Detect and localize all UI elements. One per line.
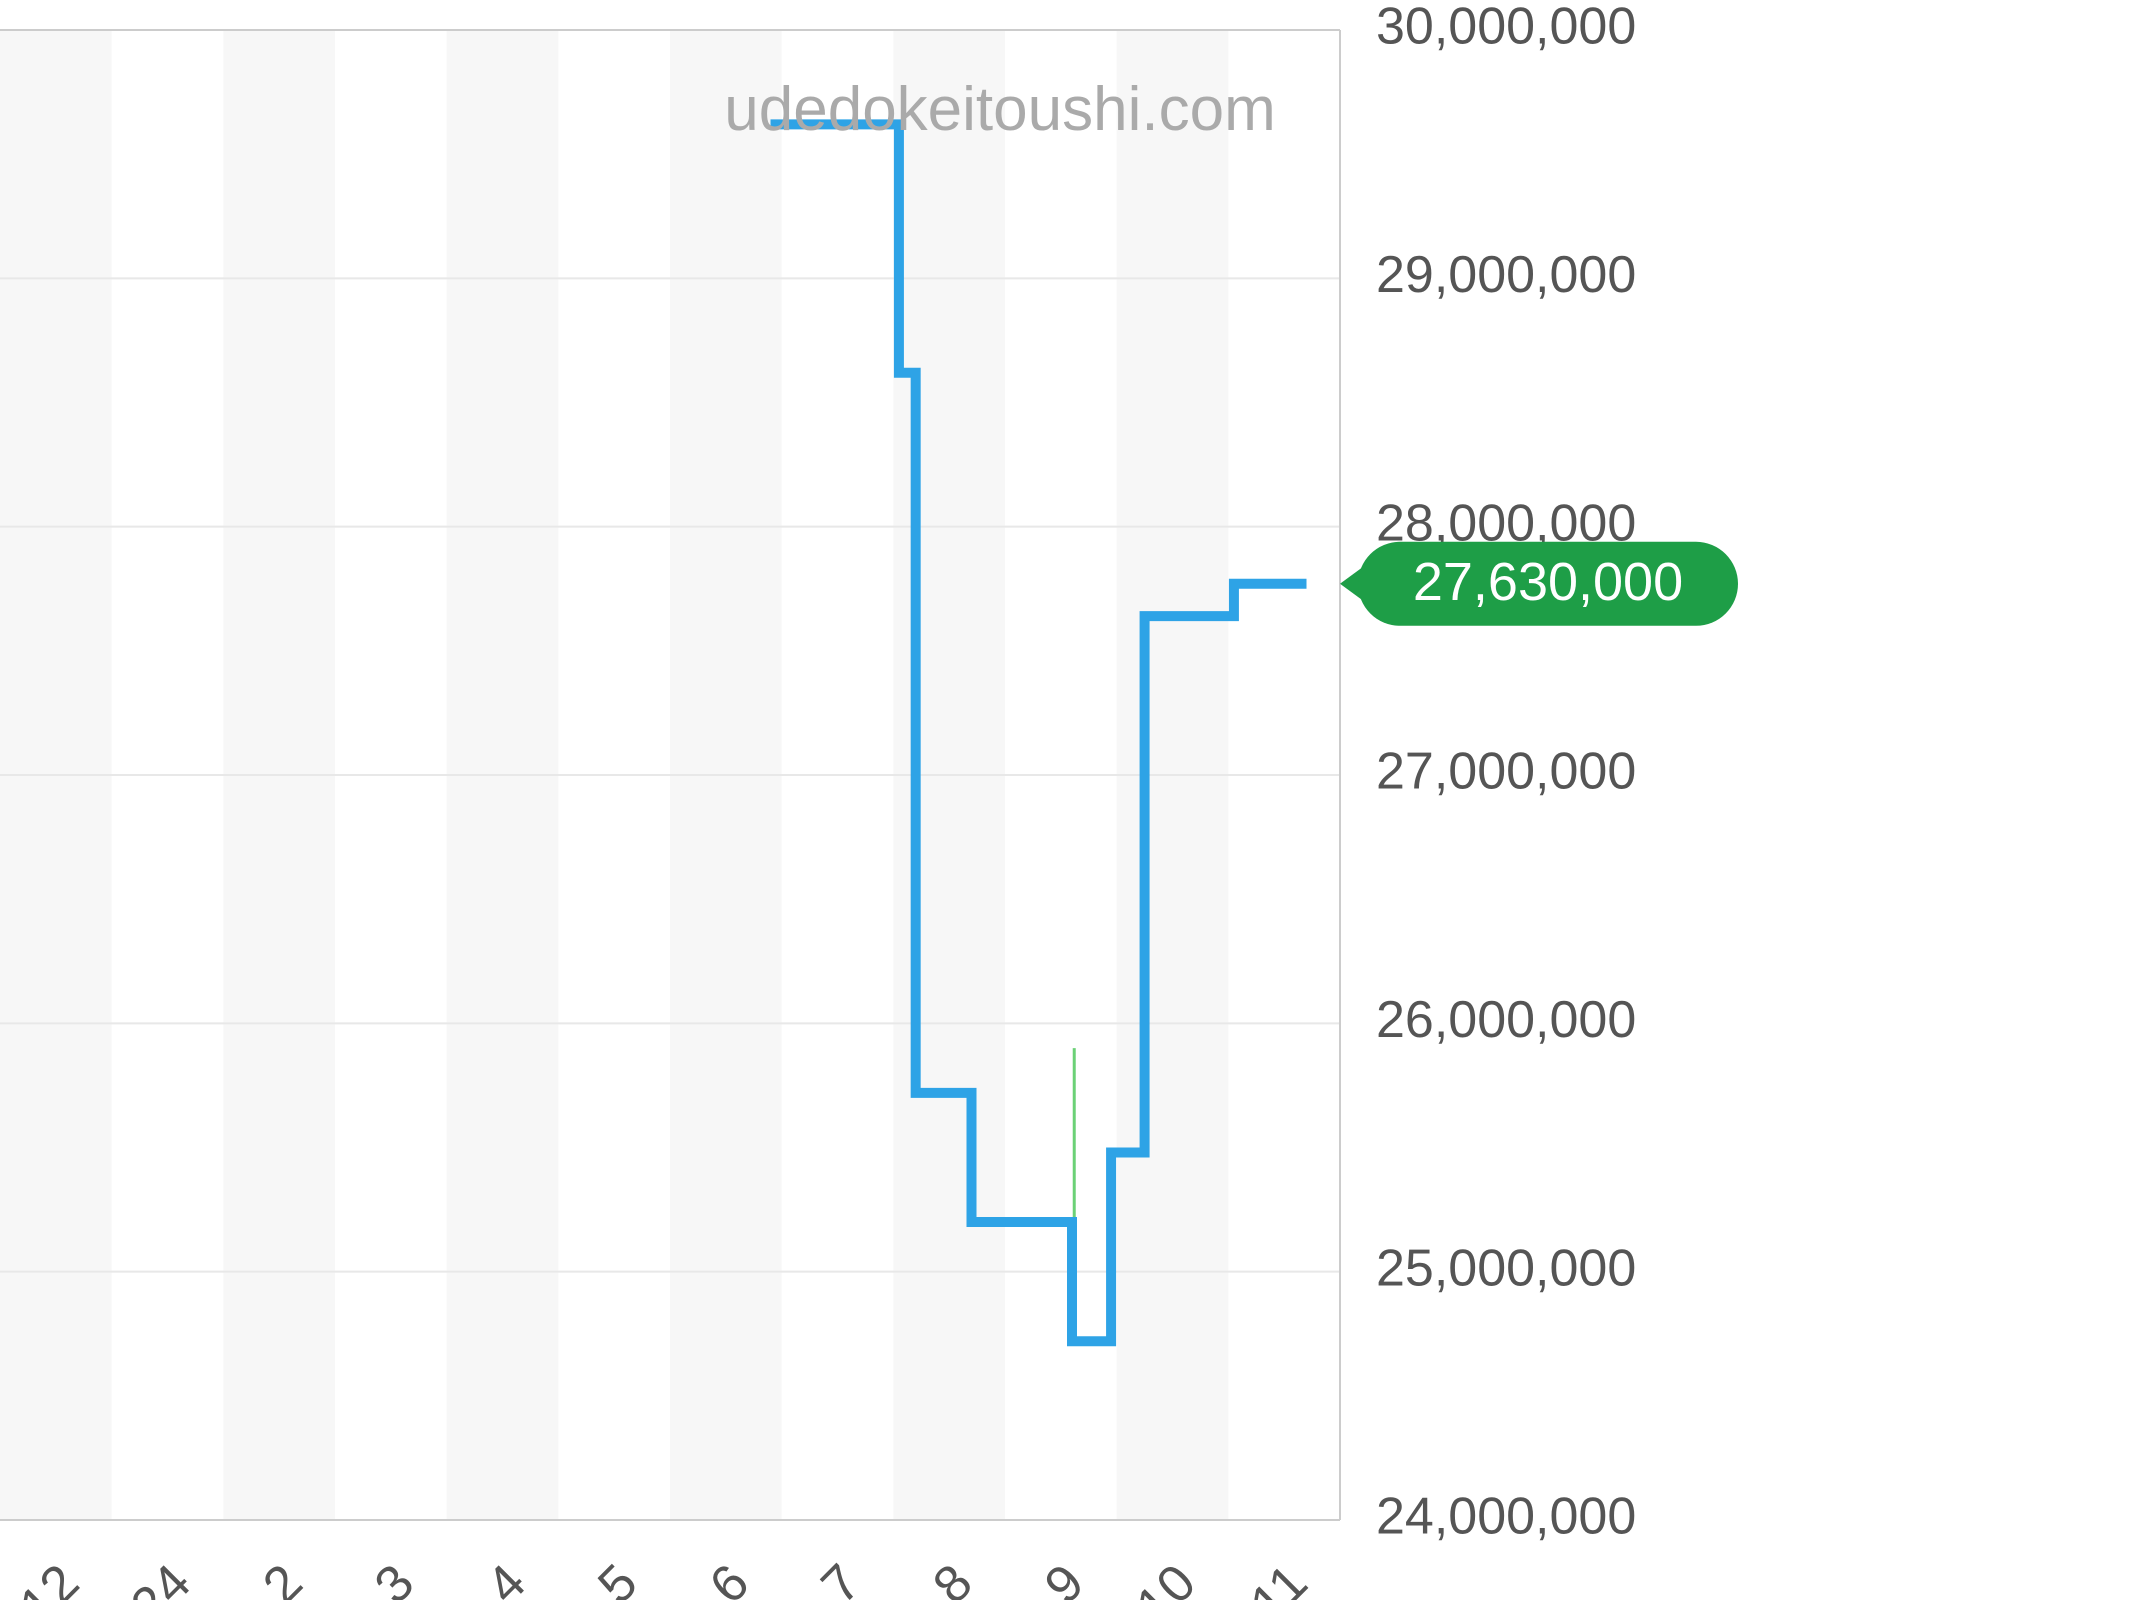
- y-tick-label: 30,000,000: [1376, 0, 1636, 56]
- y-tick-label: 26,000,000: [1376, 991, 1636, 1049]
- x-tick-label: 11: [1239, 1553, 1318, 1600]
- x-tick: 6: [699, 1553, 760, 1600]
- y-tick-label: 27,000,000: [1376, 743, 1636, 801]
- x-tick-label: 4: [476, 1553, 537, 1600]
- x-tick: 9: [1034, 1553, 1095, 1600]
- x-tick: 3: [364, 1553, 425, 1600]
- current-value-label: 27,630,000: [1413, 552, 1683, 612]
- x-tick: 4: [476, 1553, 537, 1600]
- x-tick-label: 2: [252, 1553, 313, 1600]
- x-tick-label: 3: [364, 1553, 425, 1600]
- x-tick-label: 6: [699, 1553, 760, 1600]
- watermark: udedokeitoushi.com: [724, 75, 1275, 144]
- x-tick: 8: [922, 1553, 983, 1600]
- x-tick: 5: [587, 1553, 648, 1600]
- x-tick-label: 9: [1034, 1553, 1095, 1600]
- x-tick: 2: [252, 1553, 313, 1600]
- x-tick-label: 2024: [79, 1553, 202, 1600]
- x-tick: 12: [8, 1553, 90, 1600]
- x-tick-label: 8: [922, 1553, 983, 1600]
- x-tick: 7: [811, 1553, 872, 1600]
- x-tick-label: 12: [8, 1553, 90, 1600]
- x-tick: 11: [1239, 1553, 1318, 1600]
- y-tick-label: 25,000,000: [1376, 1239, 1636, 1297]
- chart-svg: 24,000,000 25,000,000 26,000,000 27,000,000…: [0, 0, 2144, 1600]
- x-tick-label: 7: [811, 1553, 872, 1600]
- price-chart: 24,000,000 25,000,000 26,000,000 27,000,000…: [0, 0, 2144, 1600]
- y-tick-label: 29,000,000: [1376, 246, 1636, 304]
- y-tick-label: 24,000,000: [1376, 1488, 1636, 1546]
- x-tick: 10: [1125, 1553, 1207, 1600]
- x-tick-label: 10: [1125, 1553, 1207, 1600]
- x-tick: 2024: [79, 1553, 202, 1600]
- x-tick-label: 5: [587, 1553, 648, 1600]
